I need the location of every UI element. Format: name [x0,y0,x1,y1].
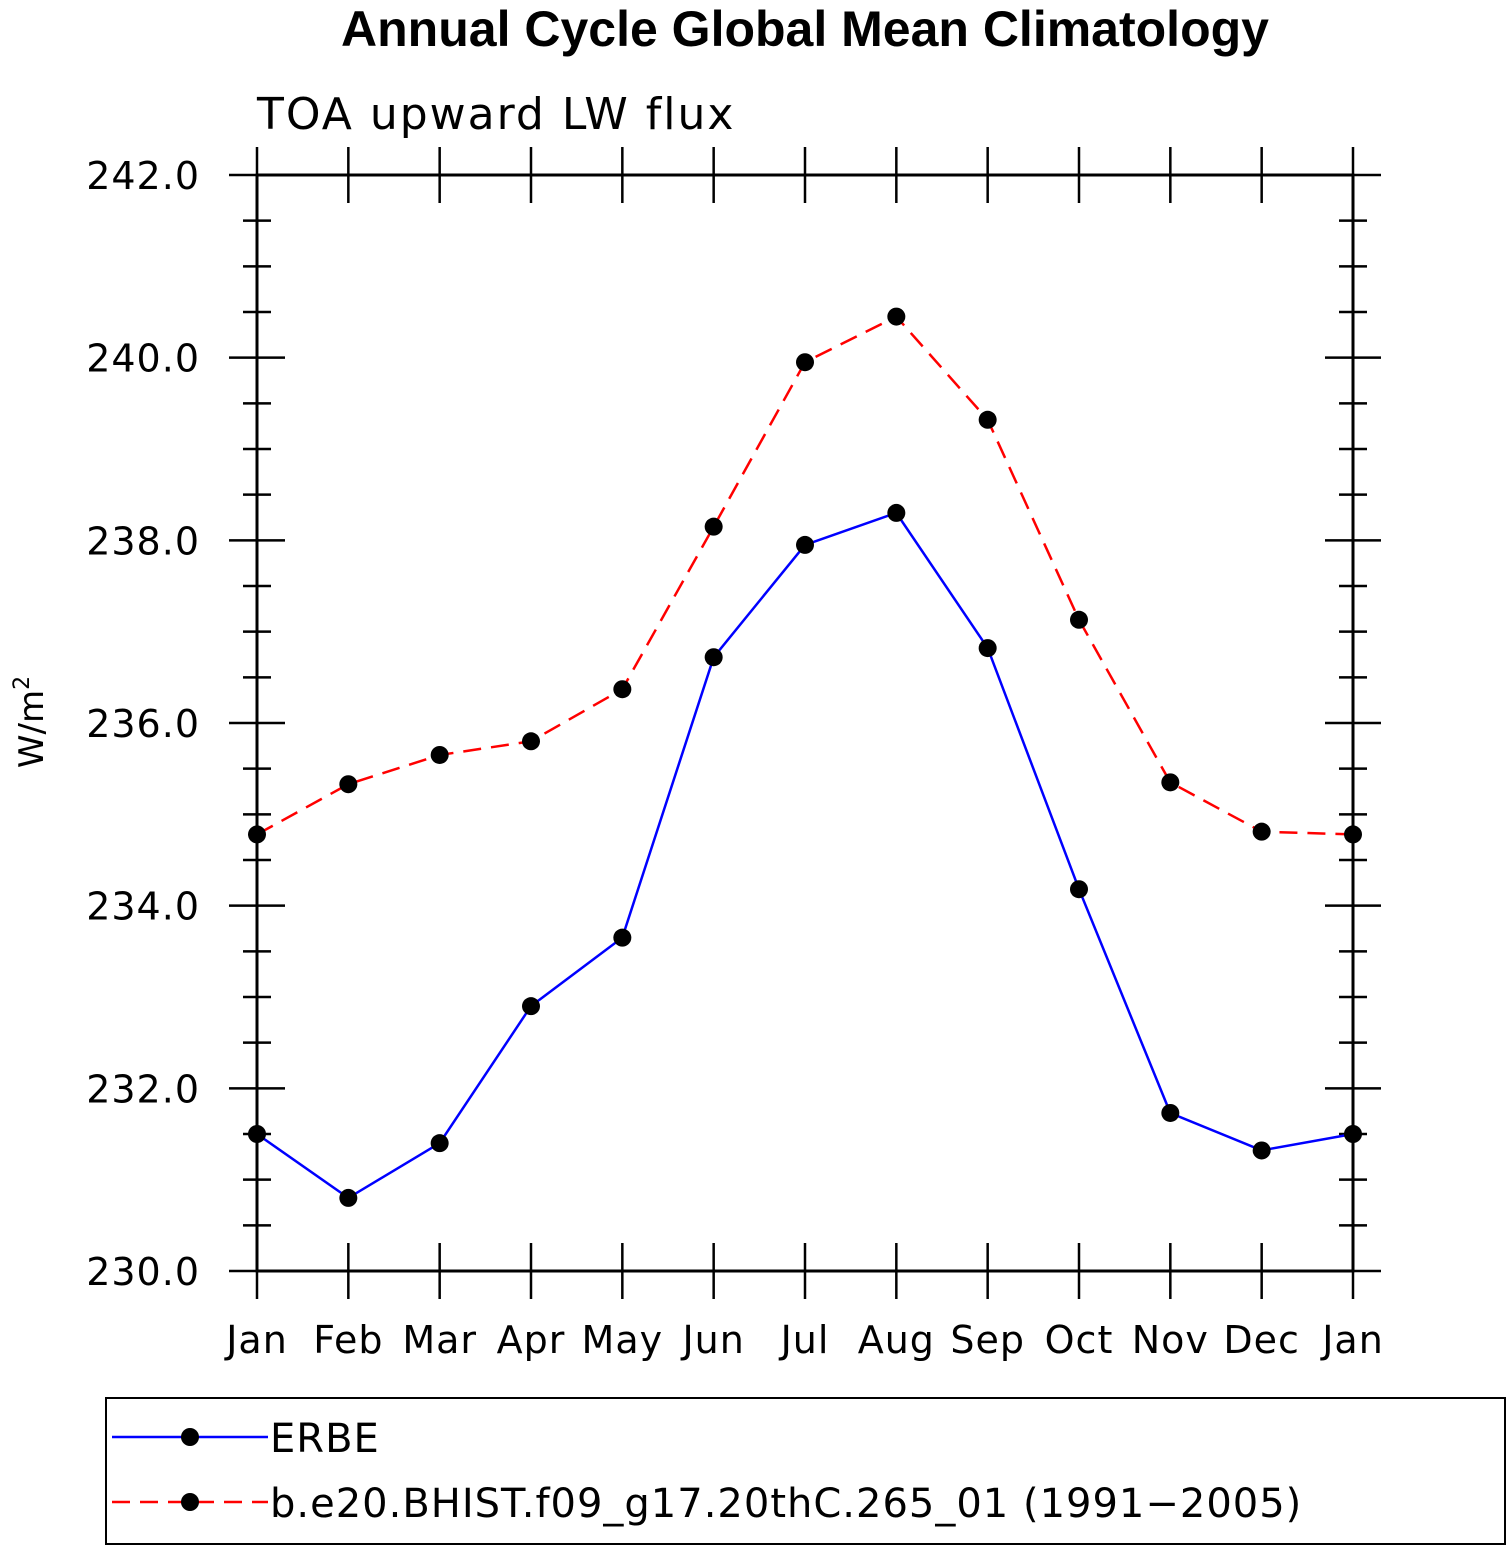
chart-subtitle: TOA upward LW flux [256,89,735,140]
series-layer [248,307,1362,1207]
y-tick-labels: 230.0 232.0 234.0 236.0 238.0 240.0 242.0 [86,154,200,1294]
x-tick-label: May [582,1318,664,1362]
chart-title: Annual Cycle Global Mean Climatology [341,1,1269,57]
x-tick-label: Sep [950,1318,1025,1362]
plot-frame [255,173,1355,1273]
legend-items: ERBE b.e20.BHIST.f09_g17.20thC.265_01 (19… [112,1416,1302,1527]
data-point [522,732,540,751]
x-tick-labels: Jan Feb Mar Apr May Jun Jul Aug Sep Oct Nov Dec Jan [224,1318,1384,1362]
data-point [1252,822,1271,841]
x-tick-label: Nov [1132,1318,1209,1362]
y-tick-label: 232.0 [86,1067,200,1111]
series-line [256,511,1354,1200]
data-point [1070,880,1088,899]
legend-item: ERBE [112,1416,380,1462]
axis-ticks [229,147,1381,1299]
data-point [1344,1125,1362,1143]
series-erbe [248,503,1362,1207]
legend-item: b.e20.BHIST.f09_g17.20thC.265_01 (1991−2… [112,1481,1302,1527]
data-point [339,775,358,794]
x-tick-label: Oct [1045,1318,1114,1362]
data-point [613,928,632,947]
data-point [1161,1103,1180,1122]
x-tick-label: Jun [680,1318,744,1362]
x-tick-label: Mar [402,1318,477,1362]
data-point [978,639,997,658]
y-tick-label: 240.0 [86,337,200,381]
legend-box [105,1397,1506,1545]
data-point [704,648,723,667]
data-point [248,825,266,844]
data-point [887,503,906,522]
x-tick-label: Jan [224,1318,288,1362]
x-tick-label: Jan [1320,1318,1384,1362]
data-point [1070,610,1088,629]
data-point [978,410,997,429]
y-tick-label: 238.0 [86,519,200,563]
series-model [248,307,1362,844]
data-point [248,1125,266,1143]
x-tick-label: Feb [313,1318,383,1362]
data-point [430,1134,449,1153]
y-tick-label: 242.0 [86,154,200,198]
legend-marker [181,1493,199,1511]
data-point [522,997,540,1016]
data-point [1161,773,1180,792]
x-tick-label: Dec [1223,1318,1300,1362]
data-point [430,745,449,764]
data-point [1252,1141,1271,1160]
legend-label: ERBE [270,1416,380,1462]
y-tick-label: 234.0 [86,885,200,929]
legend: ERBE b.e20.BHIST.f09_g17.20thC.265_01 (19… [105,1397,1506,1545]
data-point [1344,825,1362,844]
y-axis-label-superscript: 2 [10,676,35,690]
data-point [796,535,814,554]
legend-marker [181,1428,199,1446]
x-tick-label: Jul [779,1318,830,1362]
y-tick-label: 230.0 [86,1250,200,1294]
y-tick-label: 236.0 [86,702,200,746]
y-axis-label-text: W/m [12,690,52,768]
data-point [613,680,632,699]
legend-label: b.e20.BHIST.f09_g17.20thC.265_01 (1991−2… [270,1481,1302,1527]
data-point [339,1188,358,1207]
data-point [704,517,723,536]
x-tick-label: Apr [497,1318,566,1362]
x-tick-label: Aug [858,1318,935,1362]
svg-text:W/m2: W/m2 [10,676,52,768]
series-line [256,315,1354,836]
y-axis-label: W/m2 [10,676,52,768]
data-point [887,307,906,326]
data-point [796,353,814,372]
